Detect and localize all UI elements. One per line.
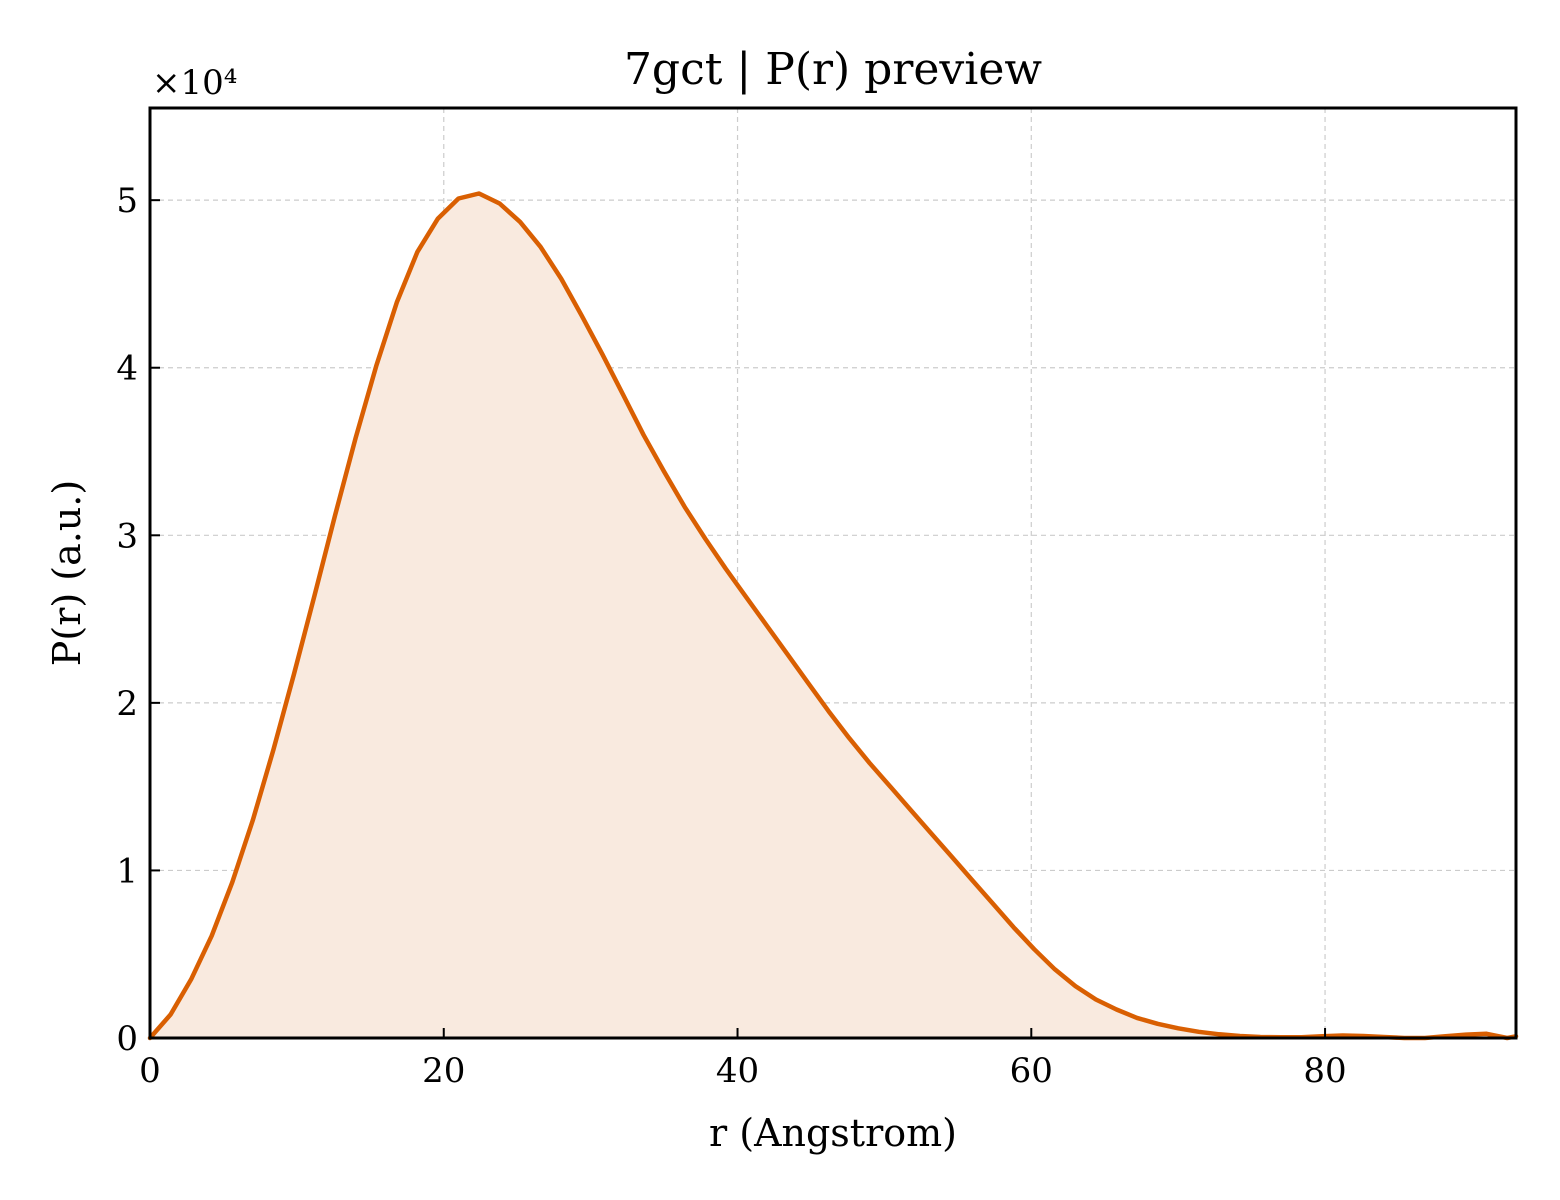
area-fill — [150, 193, 1516, 1038]
y-tick-label: 0 — [116, 1019, 138, 1059]
y-tick-label: 2 — [116, 684, 138, 724]
plot-frame — [148, 106, 1518, 1040]
y-axis-label: P(r) (a.u.) — [45, 480, 89, 666]
x-tick-label: 60 — [1010, 1051, 1053, 1091]
x-tick-label: 0 — [139, 1051, 161, 1091]
y-tick-label: 3 — [116, 516, 138, 556]
y-tick-label: 5 — [116, 181, 138, 221]
y-tick-label: 1 — [116, 851, 138, 891]
x-axis-label: r (Angstrom) — [709, 1111, 957, 1155]
ticks: 0 20 40 60 80 0 1 2 3 4 5 — [116, 181, 1346, 1091]
y-multiplier-label: ×10⁴ — [152, 63, 237, 103]
x-tick-label: 40 — [716, 1051, 759, 1091]
x-tick-label: 20 — [422, 1051, 465, 1091]
y-tick-label: 4 — [116, 349, 138, 389]
chart-title: 7gct | P(r) preview — [624, 44, 1042, 95]
x-tick-label: 80 — [1303, 1051, 1346, 1091]
